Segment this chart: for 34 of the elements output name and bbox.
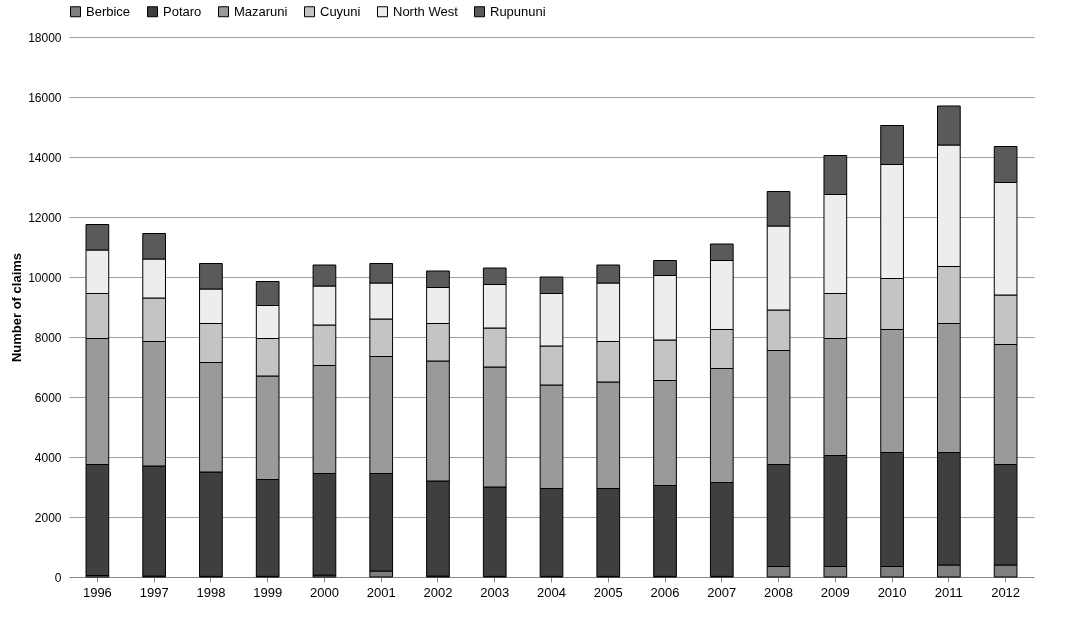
y-tick-label: 14000 bbox=[28, 150, 62, 165]
y-tick-label: 6000 bbox=[34, 390, 62, 405]
y-axis-title: Number of claims bbox=[9, 252, 25, 363]
x-tick-label: 2000 bbox=[309, 584, 339, 600]
y-tick-label: 8000 bbox=[34, 330, 62, 345]
x-tick-label: 1998 bbox=[196, 584, 226, 600]
x-tick-label: 2008 bbox=[764, 584, 794, 600]
legend-label: Berbice bbox=[86, 3, 131, 19]
x-tick-label: 2001 bbox=[366, 584, 396, 600]
legend-label: Potaro bbox=[163, 3, 202, 19]
y-tick-label: 2000 bbox=[34, 510, 62, 525]
legend-label: Cuyuni bbox=[320, 3, 361, 19]
y-tick-label: 10000 bbox=[28, 270, 62, 285]
y-tick-label: 0 bbox=[54, 570, 62, 585]
y-tick-label: 12000 bbox=[28, 210, 62, 225]
x-tick-label: 2005 bbox=[593, 584, 623, 600]
x-tick-label: 1996 bbox=[82, 584, 112, 600]
x-tick-label: 2010 bbox=[877, 584, 907, 600]
legend-label: Rupununi bbox=[490, 3, 546, 19]
x-tick-label: 1997 bbox=[139, 584, 169, 600]
x-tick-label: 1999 bbox=[253, 584, 283, 600]
y-tick-label: 18000 bbox=[28, 30, 62, 45]
legend-label: Mazaruni bbox=[234, 3, 288, 19]
y-tick-label: 16000 bbox=[28, 90, 62, 105]
x-tick-label: 2002 bbox=[423, 584, 453, 600]
legend-label: North West bbox=[393, 3, 459, 19]
x-tick-label: 2004 bbox=[537, 584, 566, 600]
x-tick-label: 2006 bbox=[650, 584, 680, 600]
x-tick-label: 2007 bbox=[707, 584, 737, 600]
x-tick-label: 2009 bbox=[820, 584, 850, 600]
y-tick-label: 4000 bbox=[34, 450, 62, 465]
x-tick-label: 2012 bbox=[991, 584, 1021, 600]
x-tick-label: 2003 bbox=[480, 584, 510, 600]
x-tick-label: 2011 bbox=[934, 584, 963, 600]
